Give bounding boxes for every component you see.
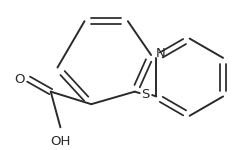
Text: OH: OH (50, 135, 70, 148)
Text: O: O (14, 73, 24, 86)
Text: N: N (155, 46, 165, 60)
Text: S: S (141, 88, 149, 100)
